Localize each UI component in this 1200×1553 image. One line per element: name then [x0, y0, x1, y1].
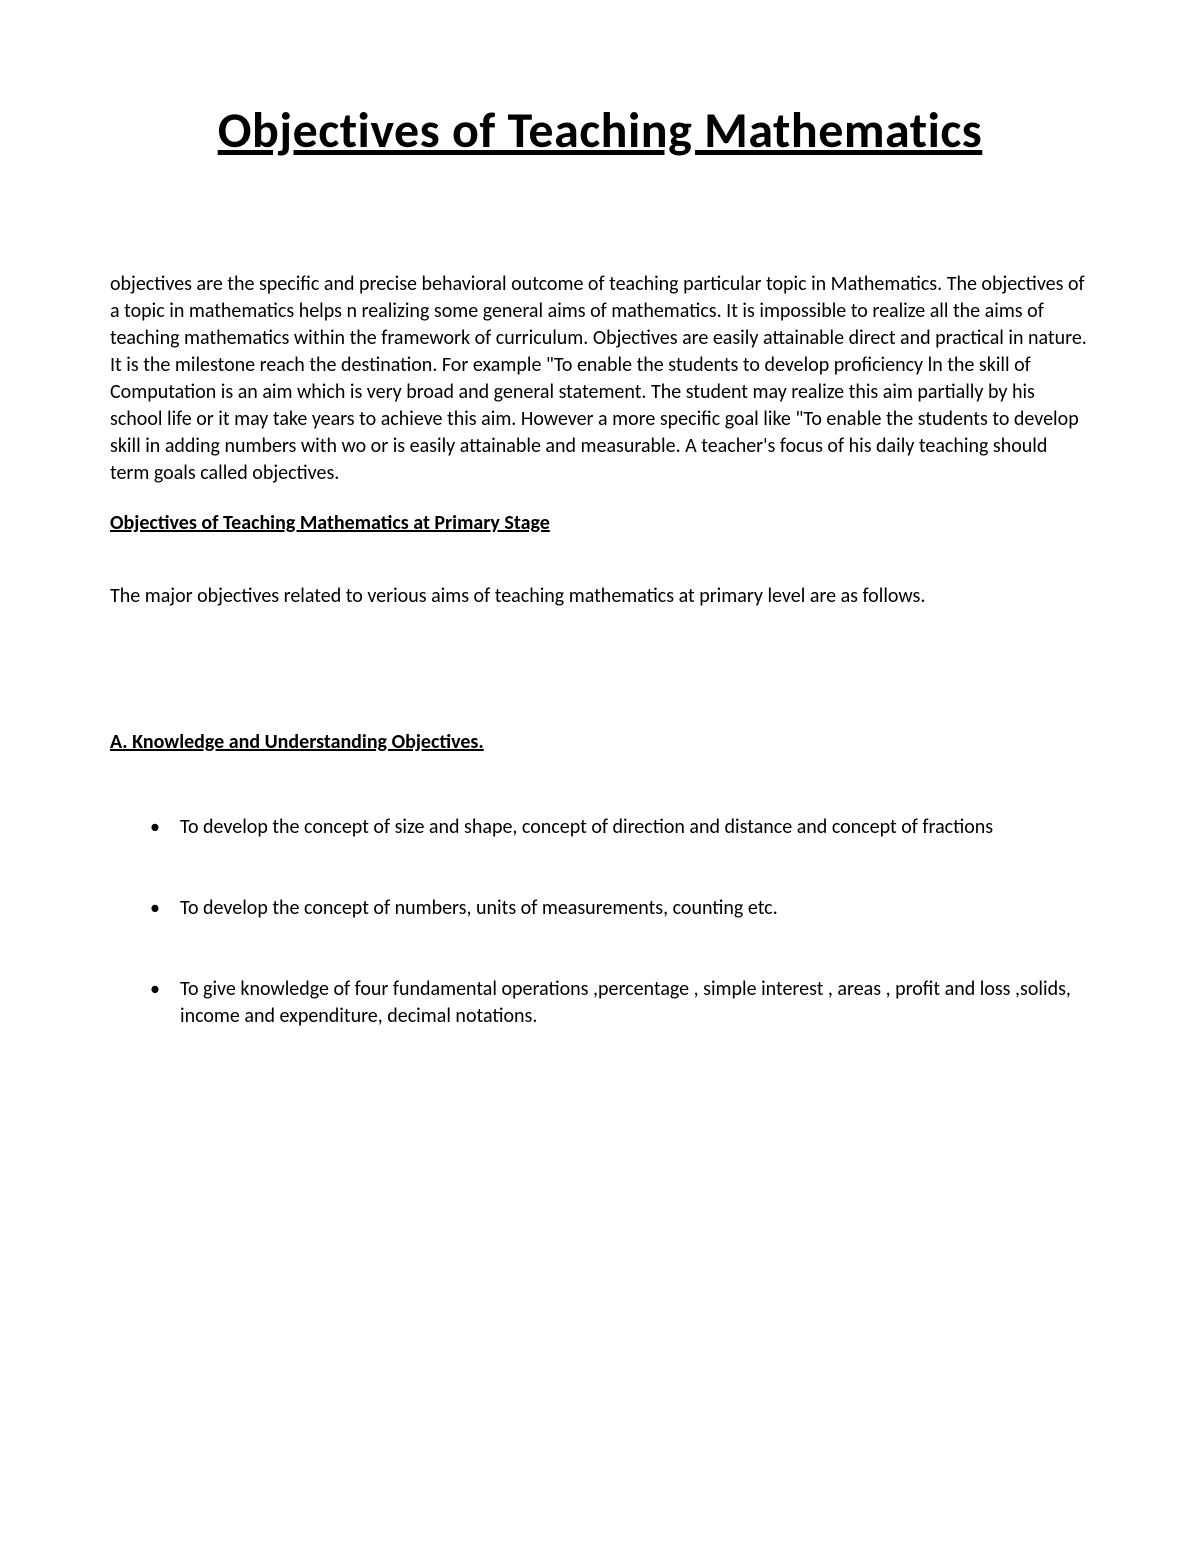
intro-paragraph: objectives are the specific and precise …: [110, 271, 1090, 487]
list-item: To give knowledge of four fundamental op…: [150, 976, 1090, 1030]
section-a-bullet-list: To develop the concept of size and shape…: [110, 814, 1090, 1030]
section-a-heading: A. Knowledge and Understanding Objective…: [110, 730, 1090, 754]
list-item: To develop the concept of numbers, units…: [150, 895, 1090, 922]
subheading-primary-stage: Objectives of Teaching Mathematics at Pr…: [110, 511, 1090, 535]
list-item: To develop the concept of size and shape…: [150, 814, 1090, 841]
document-title: Objectives of Teaching Mathematics: [110, 100, 1090, 161]
intro-line: The major objectives related to verious …: [110, 583, 1090, 610]
